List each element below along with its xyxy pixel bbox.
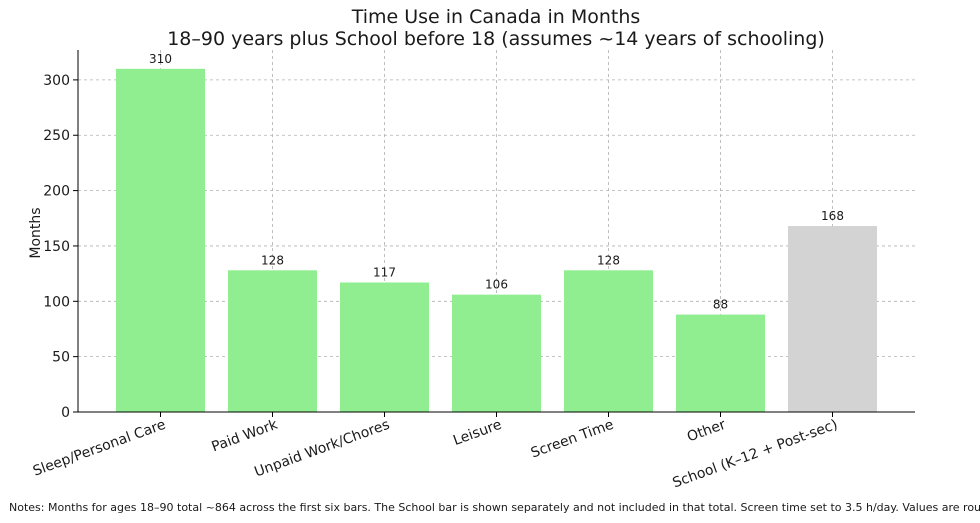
bar	[676, 314, 765, 412]
y-tick-label: 300	[43, 73, 70, 89]
x-tick-label: Paid Work	[209, 416, 280, 455]
y-tick-label: 200	[43, 184, 70, 200]
bar	[564, 270, 653, 412]
data-label: 128	[261, 253, 284, 267]
bar	[788, 226, 877, 412]
y-tick-label: 0	[61, 405, 70, 421]
chart-title: Time Use in Canada in Months	[351, 6, 641, 28]
chart-notes: Notes: Months for ages 18–90 total ~864 …	[9, 501, 980, 514]
data-label: 128	[597, 253, 620, 267]
y-tick-label: 250	[43, 128, 70, 144]
data-label: 117	[373, 265, 396, 279]
x-tick-label: Screen Time	[529, 417, 616, 462]
x-tick-label: Other	[685, 417, 728, 446]
y-tick-label: 50	[52, 350, 70, 366]
bar	[228, 270, 317, 412]
chart-subtitle: 18–90 years plus School before 18 (assum…	[167, 28, 825, 50]
y-tick-label: 150	[43, 239, 70, 255]
y-tick-label: 100	[43, 294, 70, 310]
data-label: 310	[149, 52, 172, 66]
data-label: 106	[485, 278, 508, 292]
data-label: 88	[713, 298, 728, 312]
bar	[340, 282, 429, 412]
bars: 310 128 117 106 128 88 168	[116, 52, 877, 412]
x-tick-label: Sleep/Personal Care	[31, 417, 168, 480]
y-axis-label: Months	[28, 207, 44, 258]
bar	[116, 68, 205, 412]
data-label: 168	[821, 209, 844, 223]
bar	[452, 294, 541, 412]
x-tick-label: Leisure	[451, 417, 504, 449]
